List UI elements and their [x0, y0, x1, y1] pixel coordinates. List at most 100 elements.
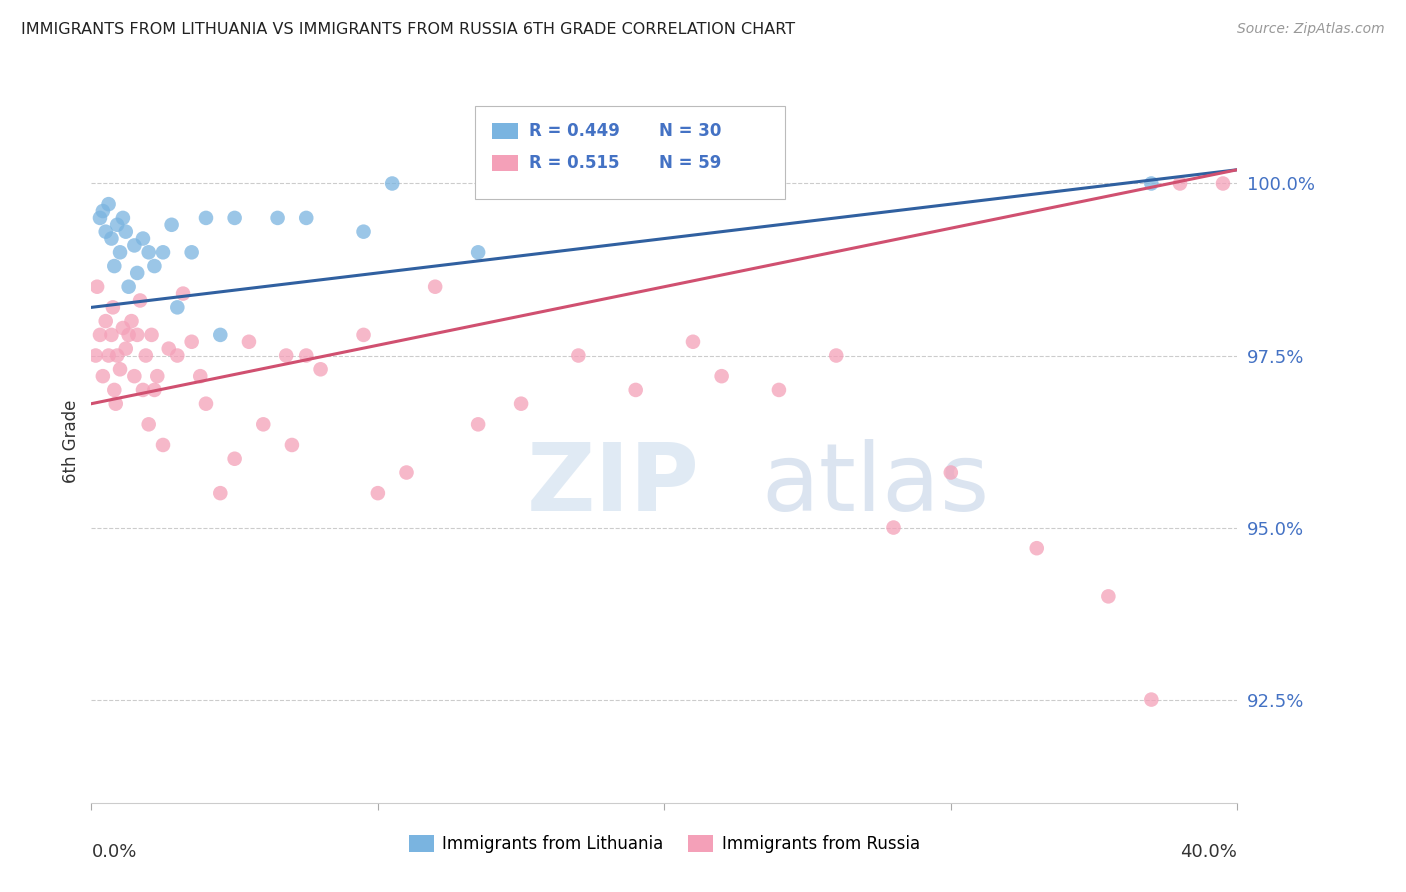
- Point: [1140, 177, 1163, 191]
- Text: 40.0%: 40.0%: [1181, 843, 1237, 861]
- Point: [143, 259, 166, 273]
- Point: [194, 397, 217, 411]
- Point: [129, 293, 152, 308]
- Point: [367, 486, 389, 500]
- Point: [825, 349, 848, 363]
- Point: [467, 417, 489, 432]
- Point: [89, 327, 111, 342]
- Point: [114, 225, 136, 239]
- Point: [121, 314, 143, 328]
- Point: [624, 383, 647, 397]
- Point: [103, 383, 125, 397]
- Point: [710, 369, 733, 384]
- Point: [100, 231, 122, 245]
- Point: [266, 211, 288, 225]
- Point: [104, 397, 127, 411]
- Point: [160, 218, 183, 232]
- Text: R = 0.515: R = 0.515: [529, 154, 620, 172]
- Point: [768, 383, 790, 397]
- Point: [141, 327, 163, 342]
- Point: [209, 486, 232, 500]
- Point: [209, 327, 232, 342]
- Point: [353, 327, 375, 342]
- Point: [111, 211, 134, 225]
- Point: [882, 520, 904, 534]
- Point: [152, 245, 174, 260]
- Point: [146, 369, 169, 384]
- Point: [86, 279, 108, 293]
- Point: [682, 177, 704, 191]
- Point: [91, 204, 114, 219]
- Point: [1168, 177, 1191, 191]
- Point: [91, 369, 114, 384]
- Point: [281, 438, 304, 452]
- Point: [114, 342, 136, 356]
- Point: [105, 349, 128, 363]
- Point: [117, 279, 139, 293]
- Point: [127, 266, 149, 280]
- Point: [1212, 177, 1234, 191]
- Text: Source: ZipAtlas.com: Source: ZipAtlas.com: [1237, 22, 1385, 37]
- Point: [127, 327, 149, 342]
- Point: [135, 349, 157, 363]
- FancyBboxPatch shape: [492, 123, 517, 139]
- Point: [295, 211, 318, 225]
- Point: [132, 231, 155, 245]
- Text: N = 30: N = 30: [658, 122, 721, 140]
- FancyBboxPatch shape: [492, 155, 517, 171]
- Text: R = 0.449: R = 0.449: [529, 122, 620, 140]
- Point: [124, 238, 146, 252]
- Point: [224, 211, 246, 225]
- FancyBboxPatch shape: [475, 105, 785, 200]
- Point: [100, 327, 122, 342]
- Y-axis label: 6th Grade: 6th Grade: [62, 400, 80, 483]
- Point: [309, 362, 332, 376]
- Point: [252, 417, 274, 432]
- Point: [143, 383, 166, 397]
- Point: [180, 334, 202, 349]
- Point: [423, 279, 446, 293]
- Point: [353, 225, 375, 239]
- Point: [172, 286, 194, 301]
- Point: [1097, 590, 1119, 604]
- Text: ZIP: ZIP: [527, 439, 700, 531]
- Point: [94, 225, 117, 239]
- Point: [939, 466, 962, 480]
- Point: [567, 349, 589, 363]
- Point: [111, 321, 134, 335]
- Legend: Immigrants from Lithuania, Immigrants from Russia: Immigrants from Lithuania, Immigrants fr…: [402, 828, 927, 860]
- Point: [467, 245, 489, 260]
- Point: [682, 334, 704, 349]
- Point: [89, 211, 111, 225]
- Point: [381, 177, 404, 191]
- Point: [194, 211, 217, 225]
- Text: N = 59: N = 59: [658, 154, 721, 172]
- Point: [97, 349, 120, 363]
- Point: [166, 349, 188, 363]
- Point: [97, 197, 120, 211]
- Text: atlas: atlas: [762, 439, 990, 531]
- Point: [94, 314, 117, 328]
- Point: [117, 327, 139, 342]
- Point: [138, 417, 160, 432]
- Point: [108, 245, 131, 260]
- Text: 0.0%: 0.0%: [91, 843, 136, 861]
- Text: IMMIGRANTS FROM LITHUANIA VS IMMIGRANTS FROM RUSSIA 6TH GRADE CORRELATION CHART: IMMIGRANTS FROM LITHUANIA VS IMMIGRANTS …: [21, 22, 796, 37]
- Point: [395, 466, 418, 480]
- Point: [101, 301, 124, 315]
- Point: [124, 369, 146, 384]
- Point: [295, 349, 318, 363]
- Point: [276, 349, 298, 363]
- Point: [180, 245, 202, 260]
- Point: [510, 397, 533, 411]
- Point: [1140, 692, 1163, 706]
- Point: [132, 383, 155, 397]
- Point: [103, 259, 125, 273]
- Point: [1025, 541, 1047, 556]
- Point: [157, 342, 180, 356]
- Point: [108, 362, 131, 376]
- Point: [188, 369, 211, 384]
- Point: [166, 301, 188, 315]
- Point: [224, 451, 246, 466]
- Point: [152, 438, 174, 452]
